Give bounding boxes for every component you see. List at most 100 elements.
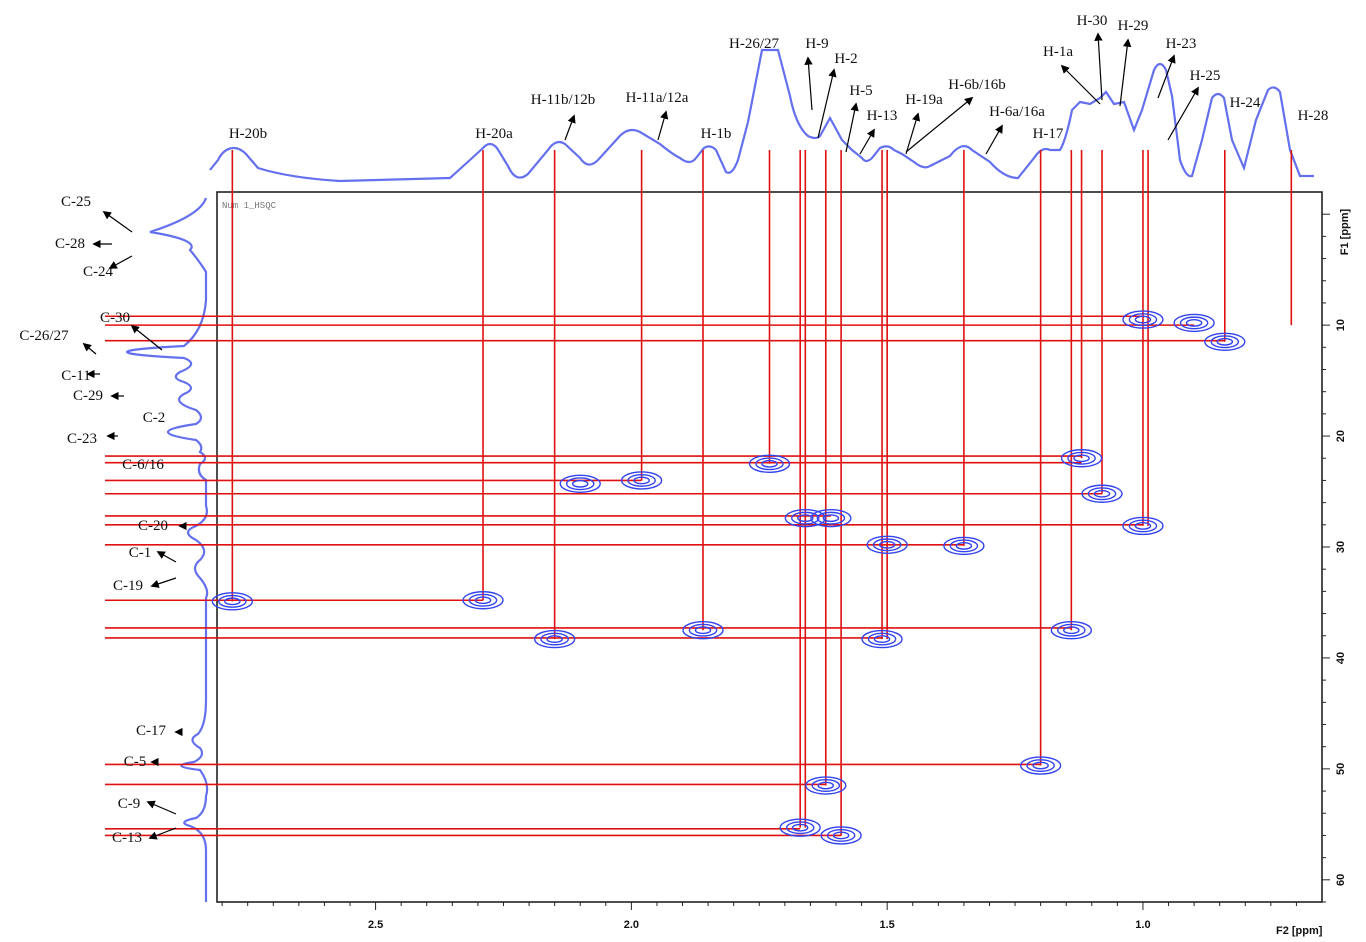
contour-9-1 — [816, 511, 846, 525]
c-arrow-4 — [82, 342, 97, 355]
contour-18-2 — [873, 635, 891, 644]
contour-6-2 — [571, 479, 589, 488]
contour-1-2 — [1185, 318, 1203, 327]
contour-20-0 — [805, 776, 847, 795]
contour-1-0 — [1173, 313, 1215, 333]
c-arrow-0 — [102, 211, 133, 233]
contour-11-2 — [878, 540, 896, 549]
contour-18-1 — [867, 632, 897, 646]
contour-12-0 — [943, 536, 985, 556]
c-arrow-11 — [156, 551, 177, 563]
contour-19-0 — [1019, 756, 1062, 775]
contour-6-0 — [559, 474, 601, 493]
cross-peak-1 — [1173, 313, 1215, 333]
contour-6-1 — [565, 477, 595, 491]
contour-7-1 — [1087, 487, 1117, 501]
c-label-9: C-6/16 — [122, 457, 164, 473]
c-label-0: C-25 — [61, 194, 91, 210]
contour-4-0 — [1060, 449, 1103, 468]
c-label-10: C-20 — [138, 518, 168, 534]
contour-22-0 — [820, 826, 862, 845]
contour-13-1 — [218, 594, 247, 608]
contour-21-1 — [785, 821, 815, 835]
experiment-label: Num 1_HSQC — [222, 201, 277, 211]
contour-16-0 — [1050, 621, 1093, 640]
c-label-11: C-1 — [129, 545, 152, 561]
contour-4-1 — [1067, 451, 1096, 465]
c-label-3: C-30 — [100, 310, 130, 326]
cross-peak-11 — [866, 535, 908, 554]
h-label-0: H-20b — [229, 126, 267, 142]
c-label-16: C-13 — [112, 830, 142, 846]
cross-peak-10 — [1122, 516, 1164, 536]
h-arrow-17 — [1157, 54, 1176, 99]
contour-10-1 — [1128, 519, 1158, 533]
contour-16-2 — [1063, 626, 1080, 635]
contour-12-2 — [955, 541, 973, 550]
cross-peak-19 — [1019, 756, 1062, 775]
h-label-18: H-25 — [1190, 68, 1221, 84]
contour-17-0 — [533, 629, 576, 649]
c-label-14: C-5 — [124, 754, 147, 770]
contour-10-2 — [1134, 521, 1152, 530]
x-tick-label: 2.0 — [624, 919, 639, 931]
h-arrow-7 — [817, 68, 837, 139]
cross-peak-2 — [1204, 332, 1246, 351]
contour-8-1 — [791, 511, 820, 525]
contour-5-0 — [620, 471, 663, 490]
cross-peak-12 — [943, 536, 985, 556]
contour-19-2 — [1032, 761, 1049, 770]
assignment-lines — [105, 150, 1293, 837]
contour-20-2 — [817, 781, 835, 790]
cross-peak-16 — [1050, 621, 1093, 640]
contour-19-1 — [1026, 759, 1055, 773]
contour-14-1 — [468, 593, 498, 607]
contour-7-2 — [1093, 489, 1111, 498]
h-label-14: H-1a — [1043, 44, 1073, 60]
contour-8-0 — [784, 508, 827, 528]
h-arrow-12 — [985, 124, 1003, 155]
contour-13-0 — [211, 592, 254, 611]
c-label-7: C-2 — [143, 410, 166, 426]
h-arrow-8 — [845, 102, 859, 153]
c-label-5: C-11 — [61, 368, 90, 384]
contour-11-0 — [866, 535, 908, 554]
contour-22-1 — [826, 828, 856, 842]
h-label-1: H-20a — [475, 126, 513, 142]
contour-14-0 — [462, 591, 504, 610]
contour-0-0 — [1122, 310, 1164, 329]
contour-4-2 — [1073, 454, 1090, 463]
contour-0-2 — [1134, 315, 1152, 324]
y-tick-label: 10 — [1335, 319, 1347, 331]
h-arrow-14 — [1060, 64, 1101, 105]
h-arrow-16 — [1119, 38, 1132, 107]
contour-17-1 — [540, 632, 569, 646]
cross-peak-20 — [805, 776, 847, 795]
cross-peak-18 — [861, 629, 903, 649]
y-tick-label: 20 — [1335, 430, 1347, 442]
contour-15-1 — [688, 623, 718, 637]
contour-5-1 — [627, 473, 656, 487]
contour-8-2 — [797, 514, 814, 523]
h-label-10: H-19a — [905, 92, 943, 108]
f2-axis: 2.5 2.0 1.5 1.0 — [221, 902, 1297, 931]
h-label-16: H-29 — [1118, 18, 1149, 34]
h-label-7: H-2 — [834, 51, 857, 67]
y-tick-label: 40 — [1335, 652, 1347, 664]
h-arrow-11 — [905, 96, 974, 153]
contour-3-2 — [761, 459, 778, 468]
contour-12-1 — [949, 539, 979, 553]
y-tick-label: 30 — [1335, 541, 1347, 553]
h-label-8: H-5 — [849, 83, 872, 99]
h-label-6: H-9 — [805, 36, 828, 52]
cross-peak-4 — [1060, 449, 1103, 468]
h-label-20: H-28 — [1298, 108, 1329, 124]
contour-20-1 — [811, 779, 841, 792]
h-label-13: H-17 — [1033, 126, 1064, 142]
contour-2-0 — [1204, 332, 1246, 351]
c-label-2: C-24 — [83, 264, 114, 280]
h-label-3: H-11a/12a — [626, 90, 689, 106]
contour-1-1 — [1179, 316, 1209, 330]
contour-15-0 — [682, 621, 724, 640]
